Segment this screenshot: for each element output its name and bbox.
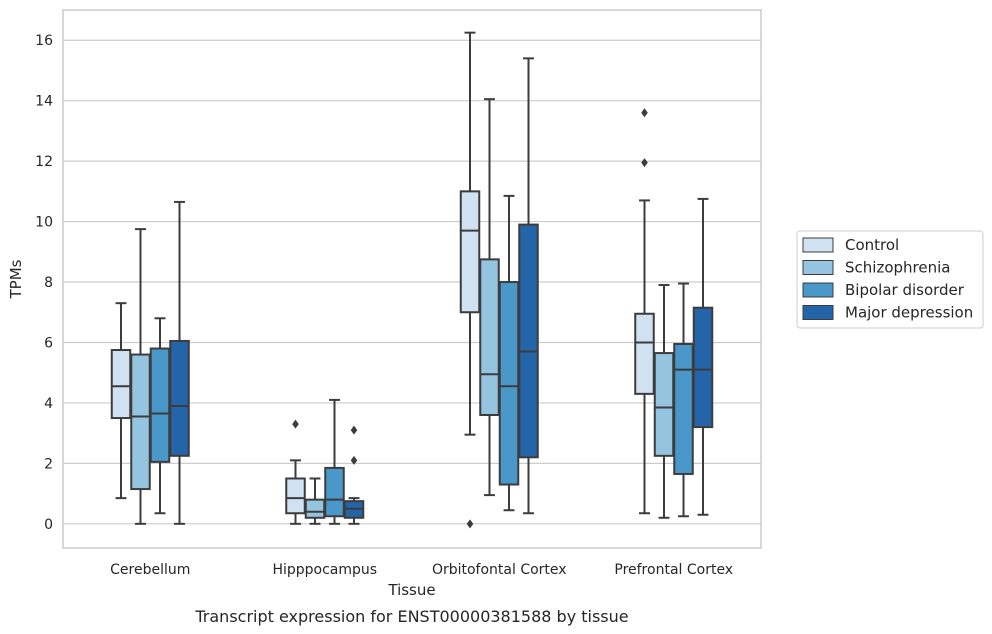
chart-caption: Transcript expression for ENST0000038158… [194,607,628,626]
box-bipolar-disorder [498,194,520,512]
y-axis-label: TPMs [7,259,25,299]
x-tick-label: Cerebellum [110,562,190,578]
y-tick-label: 2 [44,456,53,472]
legend-swatch [802,237,834,253]
box-groups [110,31,714,529]
box-schizophrenia [130,228,151,525]
box-bipolar-disorder [673,282,694,518]
box-schizophrenia [304,477,326,525]
box-bipolar-disorder [149,317,171,515]
box-control [634,108,655,515]
box-control [110,302,132,500]
y-tick-label: 0 [44,517,53,533]
x-tick-label: Orbitofontal Cortex [432,562,567,578]
y-tick-label: 14 [35,94,53,110]
box-iqr [498,281,520,486]
outlier-point [641,158,648,168]
legend-swatch [802,260,834,275]
box-schizophrenia [653,284,675,519]
y-tick-label: 6 [44,335,53,351]
y-tick-label: 10 [35,215,53,231]
box-iqr [692,306,714,429]
x-tick-label: Prefrontal Cortex [614,562,733,578]
y-tick-label: 12 [35,154,53,170]
legend-swatch [802,305,834,320]
box-schizophrenia [479,98,500,497]
x-tick-label: Hipppocampus [272,562,377,578]
box-iqr [149,347,171,463]
outlier-point [641,108,648,118]
box-iqr [324,466,345,518]
box-major-depression [169,200,190,525]
x-axis-ticks: Cerebellum Hipppocampus Orbitofontal Corte… [110,562,733,578]
box-iqr [653,352,675,457]
box-major-depression [692,197,714,516]
x-axis-label: Tissue [387,581,435,599]
outlier-point [292,419,299,429]
y-tick-label: 16 [35,33,53,49]
box-iqr [459,190,481,314]
box-control [285,419,306,525]
legend-label: Major depression [845,304,973,322]
legend-label: Bipolar disorder [845,281,965,299]
box-major-depression [518,57,539,515]
box-iqr [673,342,694,475]
legend-label: Schizophrenia [845,259,950,277]
outlier-point [350,455,358,465]
box-iqr [130,353,151,491]
y-tick-label: 4 [44,396,53,412]
y-axis-ticks: 0 2 4 6 8 10 12 14 16 [35,33,53,533]
box-iqr [304,498,326,519]
box-iqr [169,339,190,457]
outlier-point [466,519,474,529]
legend-swatch [802,282,834,298]
plot-frame [62,9,762,549]
legend-label: Control [845,236,899,254]
outlier-point [350,425,358,435]
box-major-depression [343,425,365,525]
legend: Control Schizophrenia Bipolar disorder Majo… [796,230,984,329]
box-iqr [110,349,132,420]
box-iqr [479,258,500,417]
box-iqr [518,223,539,459]
box-iqr [634,312,655,395]
y-tick-label: 8 [44,275,53,291]
legend-frame [796,230,984,329]
box-bipolar-disorder [324,398,345,525]
box-iqr [285,477,306,515]
box-control [459,31,481,529]
